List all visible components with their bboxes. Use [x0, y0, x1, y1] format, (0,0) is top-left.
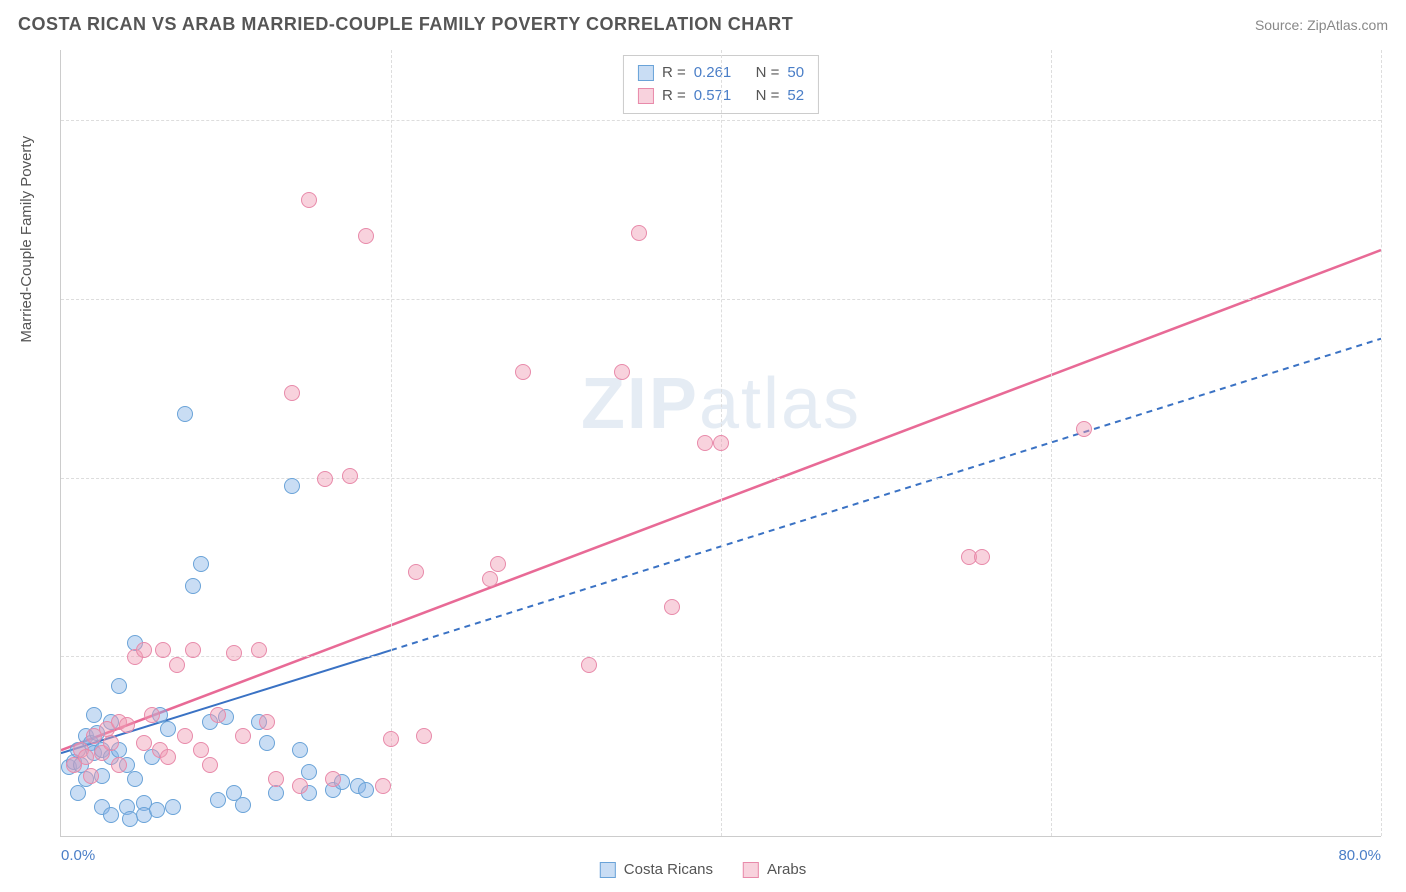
scatter-point [317, 471, 333, 487]
scatter-point [177, 728, 193, 744]
scatter-point [235, 728, 251, 744]
scatter-point [342, 468, 358, 484]
scatter-point [185, 642, 201, 658]
source-name: ZipAtlas.com [1307, 17, 1388, 33]
scatter-point [259, 714, 275, 730]
x-tick-label: 80.0% [1338, 847, 1381, 864]
scatter-point [127, 771, 143, 787]
legend-label: Costa Ricans [624, 861, 713, 878]
scatter-point [144, 707, 160, 723]
chart-header: COSTA RICAN VS ARAB MARRIED-COUPLE FAMIL… [18, 14, 1388, 35]
vgridline [1051, 50, 1052, 836]
scatter-point [202, 757, 218, 773]
swatch-icon [600, 862, 616, 878]
scatter-point [358, 228, 374, 244]
scatter-point [210, 707, 226, 723]
regression-line [391, 339, 1381, 651]
r-label: R = [662, 62, 686, 85]
scatter-point [268, 785, 284, 801]
scatter-point [292, 742, 308, 758]
scatter-point [149, 802, 165, 818]
n-label: N = [756, 85, 780, 108]
legend-item-arabs: Arabs [743, 861, 806, 878]
scatter-point [160, 749, 176, 765]
scatter-point [119, 717, 135, 733]
legend-label: Arabs [767, 861, 806, 878]
scatter-point [292, 778, 308, 794]
r-label: R = [662, 85, 686, 108]
scatter-point [408, 564, 424, 580]
n-value-costa-ricans: 50 [787, 62, 804, 85]
scatter-point [111, 678, 127, 694]
scatter-point [169, 657, 185, 673]
scatter-point [165, 799, 181, 815]
chart-title: COSTA RICAN VS ARAB MARRIED-COUPLE FAMIL… [18, 14, 793, 35]
n-value-arabs: 52 [787, 85, 804, 108]
scatter-point [664, 599, 680, 615]
swatch-arabs [638, 88, 654, 104]
scatter-point [103, 807, 119, 823]
scatter-point [631, 225, 647, 241]
scatter-point [78, 749, 94, 765]
scatter-point [697, 435, 713, 451]
scatter-point [375, 778, 391, 794]
vgridline [391, 50, 392, 836]
scatter-point [284, 385, 300, 401]
scatter-point [83, 768, 99, 784]
scatter-point [235, 797, 251, 813]
scatter-point [383, 731, 399, 747]
source-prefix: Source: [1255, 17, 1307, 33]
scatter-point [614, 364, 630, 380]
scatter-point [358, 782, 374, 798]
y-tick-label: 12.5% [1391, 649, 1406, 666]
scatter-point [1076, 421, 1092, 437]
scatter-point [301, 764, 317, 780]
y-axis-label: Married-Couple Family Poverty [18, 136, 35, 343]
scatter-point [974, 549, 990, 565]
scatter-point [490, 556, 506, 572]
scatter-point [259, 735, 275, 751]
scatter-point [177, 406, 193, 422]
x-tick-label: 0.0% [61, 847, 95, 864]
scatter-point [268, 771, 284, 787]
scatter-point [226, 645, 242, 661]
n-label: N = [756, 62, 780, 85]
scatter-point [155, 642, 171, 658]
scatter-point [136, 735, 152, 751]
scatter-point [103, 735, 119, 751]
scatter-point [86, 707, 102, 723]
scatter-point [581, 657, 597, 673]
scatter-point [210, 792, 226, 808]
scatter-point [416, 728, 432, 744]
r-value-costa-ricans: 0.261 [694, 62, 732, 85]
scatter-point [713, 435, 729, 451]
y-tick-label: 50.0% [1391, 113, 1406, 130]
scatter-point [185, 578, 201, 594]
series-legend: Costa Ricans Arabs [600, 861, 806, 878]
y-tick-label: 37.5% [1391, 292, 1406, 309]
vgridline [1381, 50, 1382, 836]
legend-item-costa-ricans: Costa Ricans [600, 861, 713, 878]
watermark-atlas: atlas [699, 364, 861, 444]
scatter-point [251, 642, 267, 658]
watermark-zip: ZIP [581, 364, 699, 444]
source-label: Source: ZipAtlas.com [1255, 17, 1388, 33]
swatch-costa-ricans [638, 65, 654, 81]
scatter-point [515, 364, 531, 380]
scatter-point [482, 571, 498, 587]
scatter-point [301, 192, 317, 208]
swatch-icon [743, 862, 759, 878]
r-value-arabs: 0.571 [694, 85, 732, 108]
chart-plot-area: ZIPatlas R = 0.261 N = 50 R = 0.571 N = … [60, 50, 1381, 837]
scatter-point [325, 771, 341, 787]
scatter-point [136, 642, 152, 658]
scatter-point [70, 785, 86, 801]
y-tick-label: 25.0% [1391, 470, 1406, 487]
scatter-point [193, 556, 209, 572]
scatter-point [284, 478, 300, 494]
scatter-point [111, 757, 127, 773]
scatter-point [160, 721, 176, 737]
